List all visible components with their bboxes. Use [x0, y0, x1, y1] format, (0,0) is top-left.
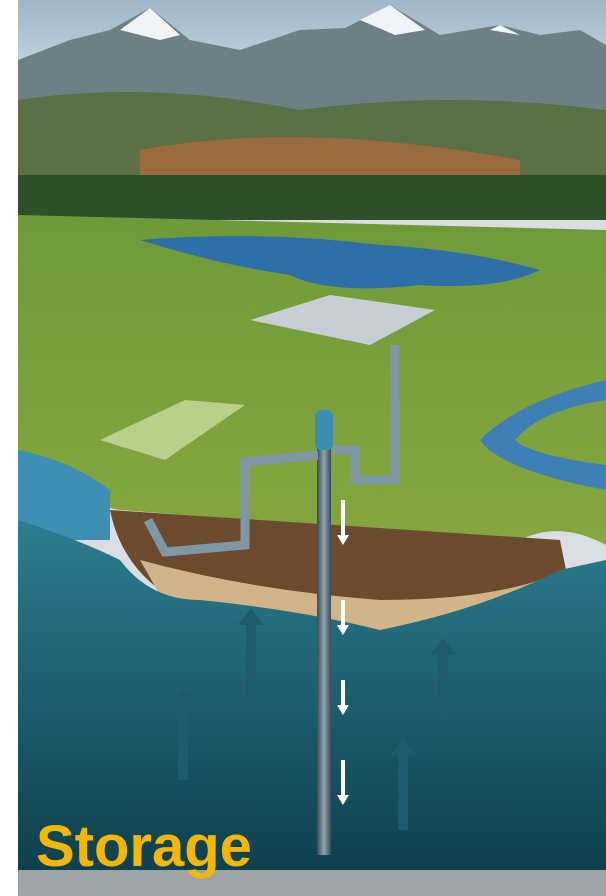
- pump: [315, 410, 333, 450]
- river: [480, 380, 606, 490]
- well-pipe: [317, 440, 331, 855]
- snow: [120, 5, 520, 40]
- flow-arrows: [170, 608, 456, 830]
- lake: [140, 236, 540, 289]
- sand: [140, 560, 540, 633]
- pipes: [144, 345, 400, 557]
- down-arrows: [337, 500, 349, 805]
- forest: [18, 175, 606, 220]
- treatment-plant: [250, 295, 435, 345]
- town: [100, 400, 245, 460]
- caption: Storage: [36, 814, 252, 879]
- bedrock: [18, 870, 606, 896]
- aquifer: [18, 520, 606, 880]
- field: [18, 215, 606, 545]
- left-water: [18, 450, 110, 540]
- scene: [18, 0, 606, 896]
